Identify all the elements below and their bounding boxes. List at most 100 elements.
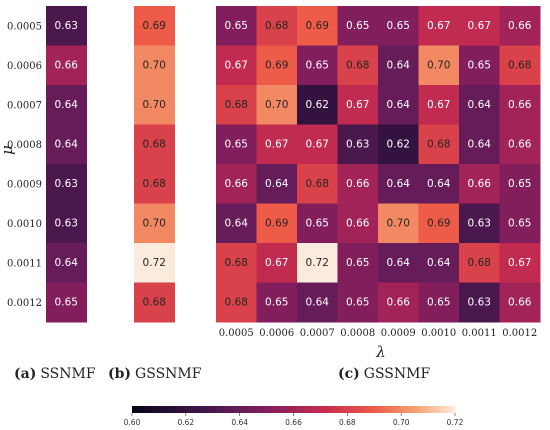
mu-tick-labels: 0.0005 0.0006 0.0007 0.0008 0.0009 0.0010 0.00… xyxy=(7,21,42,309)
cell-value-label: 0.64 xyxy=(387,257,411,269)
heatmap-cell xyxy=(418,282,460,323)
heatmap-cell xyxy=(499,124,541,165)
lambda-tick-label: 0.0008 xyxy=(340,328,375,339)
heatmap-cell xyxy=(459,203,500,244)
cell-value-label: 0.65 xyxy=(346,257,369,269)
cell-value-label: 0.64 xyxy=(265,178,289,190)
colorbar-tick-label: 0.66 xyxy=(285,418,302,427)
cell-value-label: 0.63 xyxy=(55,178,78,190)
heatmap-cell xyxy=(459,164,500,204)
heatmap-cell xyxy=(459,45,500,86)
heatmap-cell xyxy=(256,282,298,323)
lambda-tick-label: 0.0010 xyxy=(421,328,456,339)
heatmap-cell xyxy=(499,282,541,323)
heatmap-cell xyxy=(378,124,419,165)
cell-value-label: 0.68 xyxy=(427,138,450,150)
cell-value-label: 0.69 xyxy=(143,20,166,32)
cell-value-label: 0.68 xyxy=(265,20,288,32)
cell-value-label: 0.65 xyxy=(346,20,369,32)
cell-value-label: 0.68 xyxy=(346,59,369,71)
heatmap-cell xyxy=(459,282,500,323)
heatmap-cell xyxy=(134,203,175,244)
cell-value-label: 0.67 xyxy=(508,257,531,269)
heatmap-cell xyxy=(46,282,87,323)
lambda-tick-labels: 0.0005 0.0006 0.0007 0.0008 0.0009 0.0010 0.00… xyxy=(219,328,538,339)
cell-value-label: 0.65 xyxy=(306,217,329,229)
cell-value-label: 0.68 xyxy=(143,296,166,308)
heatmap-cell xyxy=(459,124,500,165)
heatmap-cell xyxy=(46,243,87,283)
heatmap-cell xyxy=(499,203,541,244)
cell-value-label: 0.67 xyxy=(265,257,288,269)
panel-a-ssnmf: 0.63 0.66 0.64 0.64 0.63 0.63 0.64 0.65 xyxy=(46,6,87,323)
heatmap-cell xyxy=(378,85,419,125)
mu-tick-label: 0.0007 xyxy=(7,100,42,111)
heatmap-cell xyxy=(256,6,298,46)
cell-value-label: 0.65 xyxy=(346,296,369,308)
heatmap-cell xyxy=(337,85,379,125)
heatmap-cell xyxy=(216,124,257,165)
colorbar-tick-label: 0.70 xyxy=(393,418,410,427)
heatmap-cell xyxy=(256,203,298,244)
heatmap-cell xyxy=(297,243,338,283)
heatmap-cell xyxy=(134,243,175,283)
heatmap-cell xyxy=(499,243,541,283)
colorbar-tick-labels: 0.60 0.62 0.64 0.66 0.68 0.70 0.72 xyxy=(124,413,464,427)
heatmap-cell xyxy=(297,203,338,244)
cell-value-label: 0.65 xyxy=(225,138,248,150)
cell-value-label: 0.64 xyxy=(427,178,451,190)
colorbar xyxy=(132,406,455,413)
heatmap-cell xyxy=(418,164,460,204)
cell-value-label: 0.64 xyxy=(387,99,411,111)
cell-value-label: 0.64 xyxy=(225,217,249,229)
lambda-tick-label: 0.0011 xyxy=(462,328,497,339)
caption-a: (a) SSNMF xyxy=(14,366,96,382)
heatmap-cell xyxy=(418,124,460,165)
heatmap-cell xyxy=(134,85,175,125)
heatmap-cell xyxy=(459,6,500,46)
cell-value-label: 0.64 xyxy=(427,257,451,269)
colorbar-tick-label: 0.64 xyxy=(231,418,248,427)
cell-value-label: 0.70 xyxy=(387,217,410,229)
heatmap-cell xyxy=(134,124,175,165)
caption-c: (c) GSSNMF xyxy=(338,366,430,382)
cell-value-label: 0.66 xyxy=(508,296,532,308)
heatmap-cell xyxy=(499,6,541,46)
x-axis-label: λ xyxy=(375,343,386,361)
heatmap-cell xyxy=(46,164,87,204)
heatmap-cell xyxy=(134,45,175,86)
heatmap-cell xyxy=(499,85,541,125)
heatmap-cell xyxy=(216,203,257,244)
cell-value-label: 0.65 xyxy=(427,296,450,308)
cell-value-label: 0.63 xyxy=(346,138,369,150)
cell-value-label: 0.66 xyxy=(225,178,249,190)
heatmap-cell xyxy=(46,203,87,244)
heatmap-cell xyxy=(256,124,298,165)
mu-tick-label: 0.0012 xyxy=(7,298,42,309)
heatmap-cell xyxy=(134,164,175,204)
cell-value-label: 0.64 xyxy=(387,59,411,71)
caption-b: (b) GSSNMF xyxy=(108,366,202,382)
cell-value-label: 0.64 xyxy=(387,178,411,190)
heatmap-cell xyxy=(337,203,379,244)
cell-value-label: 0.62 xyxy=(387,138,410,150)
heatmap-cell xyxy=(459,243,500,283)
cell-value-label: 0.67 xyxy=(265,138,288,150)
heatmap-cell xyxy=(256,85,298,125)
lambda-tick-label: 0.0006 xyxy=(259,328,294,339)
heatmap-cell xyxy=(134,6,175,46)
cell-value-label: 0.66 xyxy=(468,178,492,190)
lambda-tick-label: 0.0007 xyxy=(300,328,335,339)
cell-value-label: 0.63 xyxy=(468,217,491,229)
cell-value-label: 0.66 xyxy=(508,20,532,32)
cell-value-label: 0.65 xyxy=(468,59,491,71)
cell-value-label: 0.66 xyxy=(346,178,370,190)
heatmap-cell xyxy=(297,45,338,86)
heatmap-cell xyxy=(216,6,257,46)
cell-value-label: 0.68 xyxy=(468,257,491,269)
cell-value-label: 0.66 xyxy=(55,59,79,71)
cell-value-label: 0.63 xyxy=(55,217,78,229)
heatmap-cell xyxy=(418,243,460,283)
heatmap-cell xyxy=(378,164,419,204)
cell-value-label: 0.70 xyxy=(143,217,166,229)
